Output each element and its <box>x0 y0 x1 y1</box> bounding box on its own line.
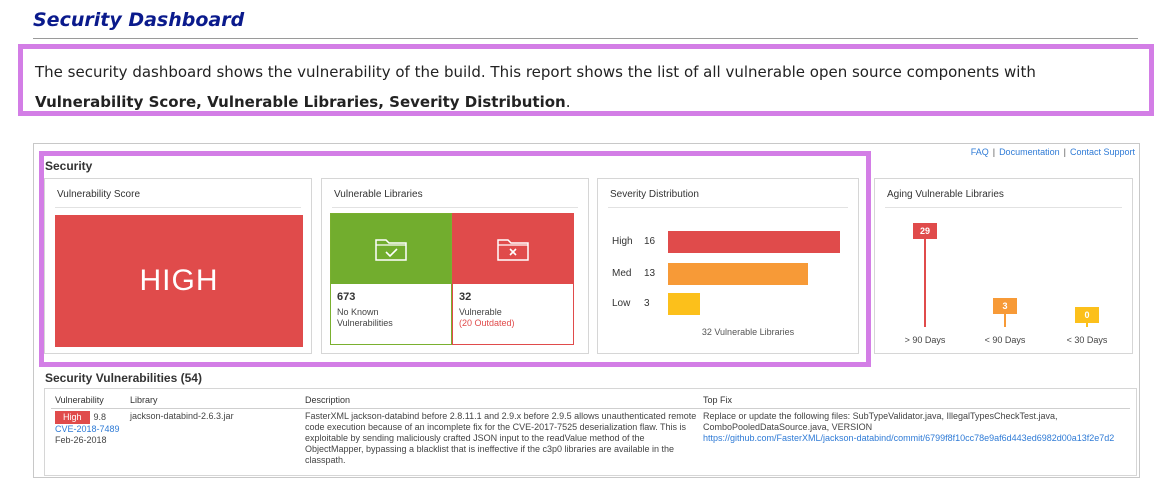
outdated-label: (20 Outdated) <box>459 318 515 328</box>
column-header-description[interactable]: Description <box>305 395 351 405</box>
severity-distribution-card: Severity Distribution High 16 Med 13 Low… <box>597 178 859 354</box>
page-title: Security Dashboard <box>33 9 245 31</box>
vulnerable-count: 32 <box>459 291 472 303</box>
section-title: Security <box>45 159 93 173</box>
description-line: FasterXML jackson-databind before 2.8.11… <box>305 411 697 421</box>
severity-badge: High <box>55 411 90 424</box>
faq-link[interactable]: FAQ <box>970 147 989 157</box>
cvss-score: 9.8 <box>93 412 107 422</box>
description-line: ObjectMapper, bypassing a blacklist that… <box>305 444 675 454</box>
card-divider <box>608 207 848 208</box>
card-title: Severity Distribution <box>610 189 699 200</box>
aging-vulnerable-libraries-card: Aging Vulnerable Libraries 29 > 90 Days 3 <… <box>874 178 1133 354</box>
security-app-panel: FAQ | Documentation | Contact Support Securi… <box>33 143 1140 478</box>
ok-label-line1: No Known <box>337 307 379 317</box>
ok-count: 673 <box>337 291 356 303</box>
vulnerable-tile[interactable]: 32 Vulnerable (20 Outdated) <box>452 213 574 345</box>
card-title: Vulnerable Libraries <box>334 189 423 200</box>
card-divider <box>55 207 301 208</box>
contact-support-link[interactable]: Contact Support <box>1069 147 1135 157</box>
aging-stem <box>1086 323 1088 327</box>
intro-text: The security dashboard shows the vulnera… <box>35 63 1036 81</box>
header-divider <box>51 408 1130 409</box>
aging-count-badge[interactable]: 29 <box>913 223 937 239</box>
folder-x-icon <box>497 239 529 261</box>
card-divider <box>332 207 578 208</box>
severity-bar-med <box>668 263 808 285</box>
published-date: Feb-26-2018 <box>55 435 107 445</box>
intro-end: . <box>565 93 571 111</box>
severity-label: High <box>612 236 633 247</box>
intro-bold-text: Vulnerability Score, Vulnerable Librarie… <box>35 93 566 111</box>
link-separator: | <box>1063 147 1066 157</box>
description-line: code execution because of an incomplete … <box>305 422 687 432</box>
severity-bar-high <box>668 231 840 253</box>
vulnerability-score-card: Vulnerability Score HIGH <box>44 178 312 354</box>
vulnerabilities-table: Vulnerability Library Description Top Fi… <box>44 388 1137 476</box>
ok-label-line2: Vulnerabilities <box>337 318 393 328</box>
library-name: jackson-databind-2.6.3.jar <box>130 411 234 421</box>
folder-check-icon <box>375 239 407 261</box>
severity-count: 16 <box>644 236 656 247</box>
severity-footer: 32 Vulnerable Libraries <box>701 327 795 337</box>
no-known-vulnerabilities-tile[interactable]: 673 No Known Vulnerabilities <box>330 213 452 345</box>
vulnerabilities-title: Security Vulnerabilities (54) <box>45 371 202 385</box>
card-divider <box>885 207 1122 208</box>
fix-line: Replace or update the following files: S… <box>703 411 1058 421</box>
severity-label: Low <box>612 298 631 309</box>
severity-bar-low <box>668 293 700 315</box>
score-value[interactable]: HIGH <box>55 215 303 347</box>
cve-link[interactable]: CVE-2018-7489 <box>55 424 120 434</box>
description-line: exploitable by sending maliciously craft… <box>305 433 645 443</box>
aging-label: > 90 Days <box>904 335 946 345</box>
card-title: Vulnerability Score <box>57 189 141 200</box>
description-line: classpath. <box>305 455 346 465</box>
link-separator: | <box>992 147 996 157</box>
aging-label: < 90 Days <box>984 335 1026 345</box>
column-header-top-fix[interactable]: Top Fix <box>703 395 733 405</box>
aging-stem <box>1004 314 1006 327</box>
severity-count: 3 <box>644 298 650 309</box>
vulnerable-libraries-card: Vulnerable Libraries 673 No Known Vulner… <box>321 178 589 354</box>
aging-count-badge[interactable]: 3 <box>993 298 1017 314</box>
aging-label: < 30 Days <box>1066 335 1108 345</box>
vulnerability-cell: High 9.8 CVE-2018-7489 Feb-26-2018 <box>55 411 120 446</box>
description-cell: FasterXML jackson-databind before 2.8.11… <box>305 411 696 466</box>
card-title: Aging Vulnerable Libraries <box>887 189 1004 200</box>
fix-commit-link[interactable]: https://github.com/FasterXML/jackson-dat… <box>703 433 1115 443</box>
intro-callout: The security dashboard shows the vulnera… <box>18 44 1154 116</box>
documentation-link[interactable]: Documentation <box>999 147 1060 157</box>
title-divider <box>33 38 1138 39</box>
aging-count-badge[interactable]: 0 <box>1075 307 1099 323</box>
fix-line: ComboPooledDataSource.java, VERSION <box>703 422 873 432</box>
help-links: FAQ | Documentation | Contact Support <box>971 147 1135 157</box>
severity-count: 13 <box>644 268 656 279</box>
column-header-vulnerability[interactable]: Vulnerability <box>55 395 104 405</box>
top-fix-cell: Replace or update the following files: S… <box>703 411 1114 444</box>
vulnerable-label: Vulnerable <box>459 307 502 317</box>
severity-label: Med <box>612 268 632 279</box>
aging-stem <box>924 239 926 327</box>
column-header-library[interactable]: Library <box>130 395 158 405</box>
